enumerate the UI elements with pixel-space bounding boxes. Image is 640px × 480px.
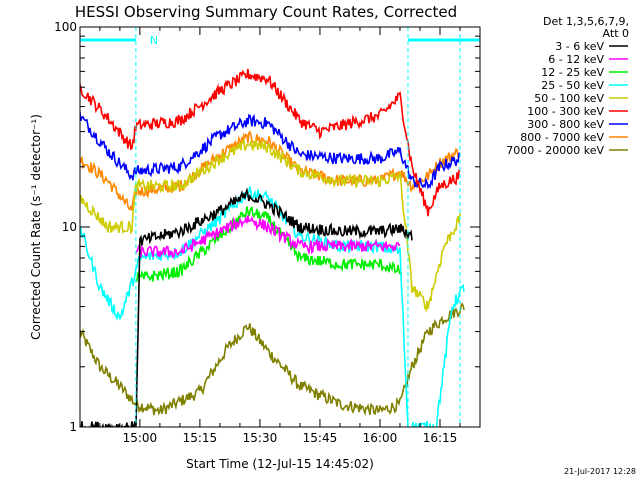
legend-header-2: Att 0	[603, 27, 629, 40]
series-line	[80, 137, 461, 313]
legend-entry-label: 7000 - 20000 keV	[506, 144, 604, 157]
y-tick-label: 100	[54, 20, 77, 34]
legend-entry-label: 12 - 25 keV	[541, 66, 604, 79]
legend-entry-label: 6 - 12 keV	[548, 53, 604, 66]
x-axis: 15:00 15:15 15:30 15:45 16:00 16:15	[99, 27, 481, 445]
annotation-layer: N	[80, 27, 480, 427]
render-timestamp: 21-Jul-2017 12:28	[564, 467, 636, 476]
series-line	[80, 187, 413, 427]
y-tick-label: 1	[69, 420, 77, 434]
y-axis-label: Corrected Count Rate (s⁻¹ detector⁻¹)	[29, 114, 43, 340]
y-axis: 1 10 100	[54, 20, 480, 434]
x-tick-label: 16:15	[423, 431, 458, 445]
series-line	[135, 215, 401, 259]
legend-entry-label: 800 - 7000 keV	[520, 131, 604, 144]
legend-entry-label: 300 - 800 keV	[527, 118, 604, 131]
series-line	[80, 68, 461, 217]
legend-entry-label: 50 - 100 keV	[534, 92, 604, 105]
x-tick-label: 16:00	[363, 431, 398, 445]
legend-entry-label: 100 - 300 keV	[527, 105, 604, 118]
chart-title: HESSI Observing Summary Count Rates, Cor…	[75, 3, 457, 21]
series-line	[135, 206, 401, 283]
series-line	[80, 130, 461, 211]
legend-header-1: Det 1,3,5,6,7,9,	[543, 15, 629, 28]
plot-frame	[79, 26, 481, 428]
x-tick-label: 15:00	[123, 431, 158, 445]
legend-entry-label: 25 - 50 keV	[541, 79, 604, 92]
series-line	[80, 186, 465, 427]
series-line	[80, 302, 465, 416]
x-tick-label: 15:45	[303, 431, 338, 445]
y-tick-label: 10	[62, 220, 77, 234]
x-tick-label: 15:15	[183, 431, 218, 445]
legend-entry-label: 3 - 6 keV	[555, 40, 604, 53]
night-flag-label: N	[150, 34, 158, 47]
x-axis-label: Start Time (12-Jul-15 14:45:02)	[186, 457, 374, 471]
series-line	[80, 111, 461, 190]
x-tick-label: 15:30	[243, 431, 278, 445]
series-layer	[80, 68, 465, 427]
